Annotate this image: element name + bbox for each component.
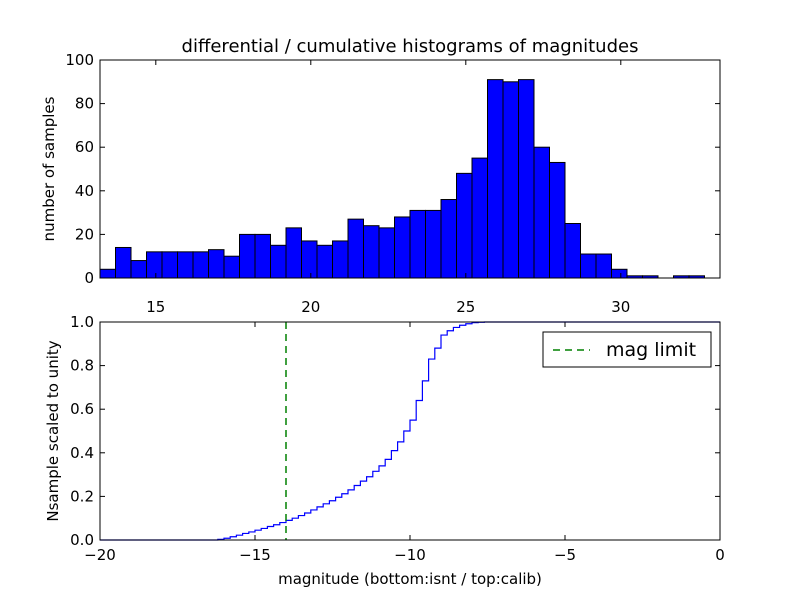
histogram-bar bbox=[285, 227, 302, 279]
x-tick-label: −10 bbox=[394, 546, 426, 564]
histogram-bar bbox=[549, 161, 566, 279]
histogram-bar bbox=[456, 172, 473, 279]
y-tick-label: 1.0 bbox=[70, 313, 94, 331]
histogram-bar bbox=[99, 268, 116, 279]
histogram-bar bbox=[440, 199, 457, 279]
histogram-bar bbox=[533, 146, 550, 279]
y-tick-label: 0.2 bbox=[70, 487, 94, 505]
histogram-bar bbox=[564, 223, 581, 279]
y-tick-label: 60 bbox=[75, 138, 94, 156]
histogram-bar bbox=[146, 251, 163, 279]
histogram-bar bbox=[595, 253, 612, 279]
histogram-bar bbox=[518, 79, 535, 279]
top-y-axis-label: number of samples bbox=[40, 96, 58, 241]
bottom-x-axis-label: magnitude (bottom:isnt / top:calib) bbox=[278, 570, 542, 588]
histogram-bar bbox=[378, 227, 395, 279]
histogram-bar bbox=[487, 79, 504, 279]
histogram-bar bbox=[301, 240, 318, 279]
y-tick-label: 40 bbox=[75, 182, 94, 200]
histogram-bar bbox=[130, 260, 147, 279]
legend-label: mag limit bbox=[606, 339, 696, 361]
x-tick-label: 30 bbox=[611, 298, 630, 316]
x-tick-label: 20 bbox=[301, 298, 320, 316]
legend: mag limit bbox=[542, 331, 712, 368]
bottom-ticks-group: 0.0 0.2 0.4 0.6 0.8 1.0 −20 −15 −10 −5 0 bbox=[70, 313, 725, 564]
x-tick-label: −5 bbox=[554, 546, 576, 564]
top-plot-frame bbox=[99, 59, 721, 279]
histogram-bar bbox=[425, 209, 442, 279]
y-tick-label: 80 bbox=[75, 95, 94, 113]
histogram-bar bbox=[409, 209, 426, 279]
histogram-bar bbox=[239, 233, 256, 279]
bottom-y-axis-label: Nsample scaled to unity bbox=[44, 340, 62, 521]
y-tick-label: 100 bbox=[65, 51, 94, 69]
bottom-plot-frame bbox=[99, 321, 721, 541]
histogram-bar bbox=[192, 251, 209, 279]
y-tick-label: 0.6 bbox=[70, 400, 94, 418]
y-tick-label: 20 bbox=[75, 225, 94, 243]
histogram-bar bbox=[223, 255, 240, 279]
histogram-bar bbox=[394, 216, 411, 279]
x-tick-label: 0 bbox=[715, 546, 725, 564]
histogram-bar bbox=[611, 268, 628, 279]
histogram-bar bbox=[161, 251, 178, 279]
histogram-bar bbox=[115, 246, 132, 279]
histogram-bar bbox=[270, 244, 287, 279]
x-tick-label: 25 bbox=[456, 298, 475, 316]
chart-title: differential / cumulative histograms of … bbox=[182, 36, 639, 57]
cumulative-step-line bbox=[100, 321, 720, 541]
y-tick-label: 0 bbox=[84, 269, 94, 287]
histogram-bar bbox=[316, 244, 333, 279]
histogram-bar bbox=[208, 249, 225, 279]
histogram-bar bbox=[254, 233, 271, 279]
x-tick-label: −15 bbox=[239, 546, 271, 564]
x-tick-label: −20 bbox=[84, 546, 116, 564]
y-tick-label: 0.8 bbox=[70, 357, 94, 375]
x-tick-label: 15 bbox=[146, 298, 165, 316]
histogram-bar bbox=[502, 81, 519, 279]
histogram-bar bbox=[363, 225, 380, 279]
y-tick-label: 0.4 bbox=[70, 444, 94, 462]
histogram-bar bbox=[177, 251, 194, 279]
top-bars-group bbox=[99, 79, 705, 279]
y-tick-label: 0.0 bbox=[70, 531, 94, 549]
histogram-bar bbox=[332, 240, 349, 279]
histogram-bar bbox=[580, 253, 597, 279]
histogram-bar bbox=[471, 157, 488, 279]
histogram-bar bbox=[347, 218, 364, 279]
